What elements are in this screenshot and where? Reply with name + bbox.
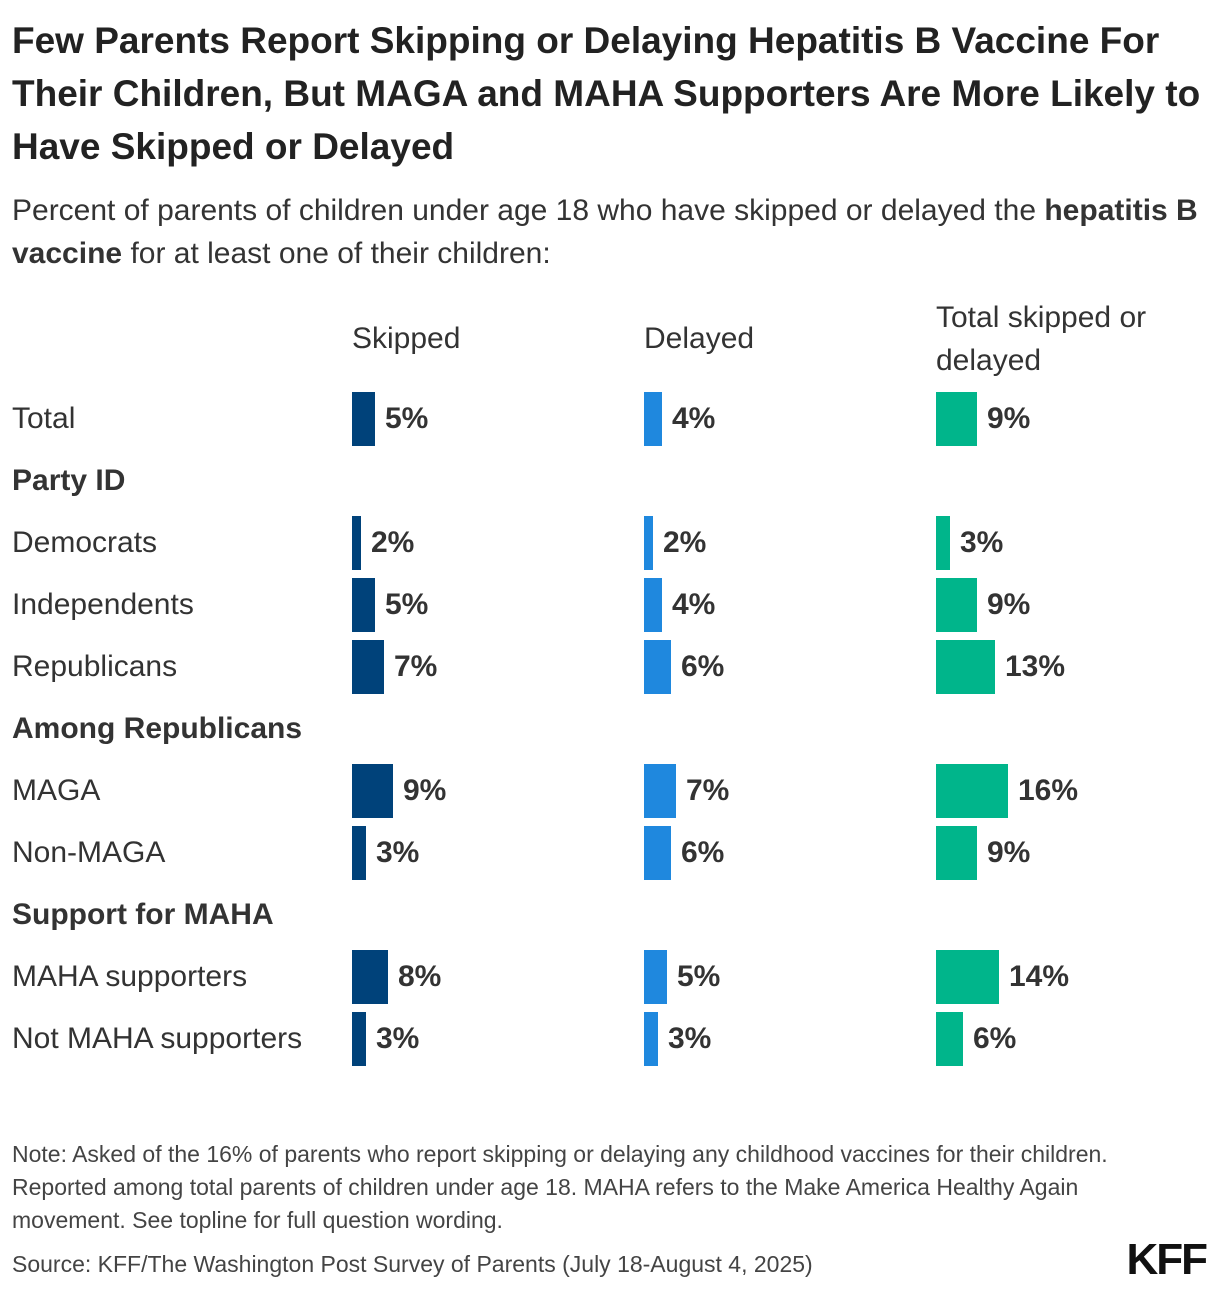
value-label-delayed-independents: 4% bbox=[672, 588, 716, 621]
value-label-total-not-maha-supporters: 6% bbox=[973, 1022, 1017, 1055]
value-label-skipped-total: 5% bbox=[385, 402, 429, 435]
value-label-skipped-maha-supporters: 8% bbox=[398, 960, 442, 993]
source-note: Source: KFF/The Washington Post Survey o… bbox=[12, 1251, 813, 1277]
value-label-skipped-republicans: 7% bbox=[394, 650, 438, 683]
subtitle-bold-text: hepatitis B vaccine bbox=[12, 194, 1198, 270]
bar-delayed-democrats bbox=[644, 516, 653, 570]
bar-skipped-total bbox=[352, 392, 375, 446]
value-label-total-republicans: 13% bbox=[1005, 650, 1066, 683]
subtitle-text-end: for at least one of their children: bbox=[130, 237, 551, 270]
row-label-total: Total bbox=[12, 402, 76, 435]
row-label-maha-supporters: MAHA supporters bbox=[12, 960, 248, 993]
value-label-total-non-maga: 9% bbox=[987, 836, 1031, 869]
value-label-skipped-non-maga: 3% bbox=[376, 836, 420, 869]
column-header-total: Total skipped or delayed bbox=[936, 301, 1147, 377]
value-label-skipped-independents: 5% bbox=[385, 588, 429, 621]
bar-skipped-democrats bbox=[352, 516, 361, 570]
value-label-delayed-not-maha-supporters: 3% bbox=[668, 1022, 712, 1055]
value-label-delayed-maha-supporters: 5% bbox=[677, 960, 721, 993]
group-label-support-for-maha: Support for MAHA bbox=[12, 898, 274, 931]
value-label-total-maga: 16% bbox=[1018, 774, 1079, 807]
row-label-republicans: Republicans bbox=[12, 650, 178, 683]
bar-total-total bbox=[936, 392, 977, 446]
value-label-skipped-democrats: 2% bbox=[371, 526, 415, 559]
bar-total-maha-supporters bbox=[936, 950, 999, 1004]
bar-skipped-independents bbox=[352, 578, 375, 632]
value-label-delayed-maga: 7% bbox=[686, 774, 730, 807]
bar-skipped-republicans bbox=[352, 640, 384, 694]
row-label-independents: Independents bbox=[12, 588, 194, 621]
row-label-democrats: Democrats bbox=[12, 526, 158, 559]
bar-delayed-not-maha-supporters bbox=[644, 1012, 658, 1066]
bar-delayed-republicans bbox=[644, 640, 671, 694]
bar-total-democrats bbox=[936, 516, 950, 570]
value-label-total-democrats: 3% bbox=[960, 526, 1004, 559]
row-label-non-maga: Non-MAGA bbox=[12, 836, 166, 869]
bar-total-maga bbox=[936, 764, 1008, 818]
bar-delayed-maha-supporters bbox=[644, 950, 667, 1004]
value-label-total-maha-supporters: 14% bbox=[1009, 960, 1070, 993]
group-label-among-republicans: Among Republicans bbox=[12, 712, 303, 745]
group-label-party-id: Party ID bbox=[12, 464, 126, 497]
bar-skipped-maga bbox=[352, 764, 393, 818]
bar-total-independents bbox=[936, 578, 977, 632]
bar-delayed-non-maga bbox=[644, 826, 671, 880]
bar-delayed-maga bbox=[644, 764, 676, 818]
bar-skipped-non-maga bbox=[352, 826, 366, 880]
bar-total-not-maha-supporters bbox=[936, 1012, 963, 1066]
kff-logo: KFF bbox=[1126, 1235, 1208, 1284]
value-label-delayed-total: 4% bbox=[672, 402, 716, 435]
chart-title: Few Parents Report Skipping or Delaying … bbox=[12, 20, 1201, 167]
bar-total-republicans bbox=[936, 640, 995, 694]
value-label-delayed-republicans: 6% bbox=[681, 650, 725, 683]
row-label-not-maha-supporters: Not MAHA supporters bbox=[12, 1022, 303, 1055]
value-label-total-independents: 9% bbox=[987, 588, 1031, 621]
value-label-delayed-non-maga: 6% bbox=[681, 836, 725, 869]
bar-delayed-independents bbox=[644, 578, 662, 632]
chart-subtitle: Percent of parents of children under age… bbox=[12, 189, 1208, 275]
subtitle-text-start: Percent of parents of children under age… bbox=[12, 194, 1037, 227]
value-label-skipped-not-maha-supporters: 3% bbox=[376, 1022, 420, 1055]
bar-delayed-total bbox=[644, 392, 662, 446]
bar-total-non-maga bbox=[936, 826, 977, 880]
value-label-total-total: 9% bbox=[987, 402, 1031, 435]
value-label-delayed-democrats: 2% bbox=[663, 526, 707, 559]
column-header-skipped: Skipped bbox=[352, 322, 461, 355]
value-label-skipped-maga: 9% bbox=[403, 774, 447, 807]
column-header-delayed: Delayed bbox=[644, 322, 755, 355]
bar-skipped-maha-supporters bbox=[352, 950, 388, 1004]
bar-skipped-not-maha-supporters bbox=[352, 1012, 366, 1066]
row-label-maga: MAGA bbox=[12, 774, 101, 807]
footnote: Note: Asked of the 16% of parents who re… bbox=[12, 1141, 1108, 1233]
